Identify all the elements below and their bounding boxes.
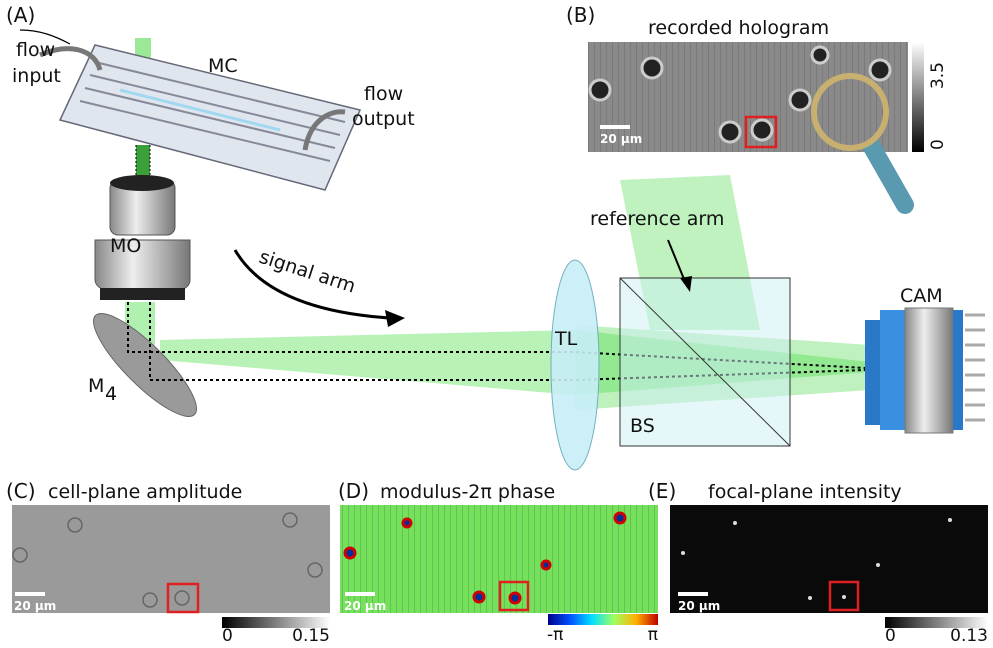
label: reference arm (590, 208, 724, 230)
label: (A) (6, 3, 35, 27)
shape (474, 592, 484, 602)
shape (510, 593, 520, 603)
colorbar (912, 42, 924, 152)
shape (678, 592, 708, 596)
shape (752, 120, 772, 140)
label: modulus-2π phase (380, 481, 555, 503)
colorbar (548, 614, 658, 625)
camera (865, 308, 985, 433)
shape (870, 60, 890, 80)
shape (953, 310, 963, 430)
shape (590, 80, 610, 100)
label: BS (630, 415, 655, 437)
label: -π (547, 625, 563, 645)
figure: (A) flow input MC flow output MO M 4 sig… (0, 0, 993, 648)
label: 0 (885, 626, 896, 646)
label: signal arm (256, 246, 358, 298)
label: (E) (648, 479, 676, 503)
shape (345, 592, 375, 596)
shape (948, 518, 952, 522)
panel-b: (B) recorded hologram 20 µm 3.5 0 (566, 3, 948, 205)
shape (345, 548, 355, 558)
shape (842, 595, 846, 599)
shape (15, 592, 45, 596)
shape (615, 513, 625, 523)
label: 0 (928, 139, 948, 150)
shape (385, 310, 405, 327)
shape (790, 90, 810, 110)
panel-e: (E) focal-plane intensity 20 µm 0 0.13 (648, 479, 988, 646)
shape (681, 551, 685, 555)
shape (808, 596, 812, 600)
shape (812, 47, 828, 63)
label: cell-plane amplitude (48, 481, 242, 503)
label: 3.5 (928, 62, 948, 89)
shape (403, 519, 411, 527)
label: M (88, 375, 104, 397)
label: output (352, 108, 415, 130)
label: π (648, 625, 658, 645)
label: 20 µm (14, 599, 56, 613)
label: (D) (338, 479, 369, 503)
magnifier (814, 76, 886, 148)
amplitude-image (12, 505, 330, 613)
shape (905, 308, 953, 433)
label: focal-plane intensity (708, 481, 902, 503)
label: 20 µm (678, 599, 720, 613)
label: input (12, 65, 61, 87)
shape (720, 122, 740, 142)
shape (110, 175, 174, 191)
shape (965, 315, 985, 420)
shape (100, 288, 185, 300)
panel-d: (D) modulus-2π phase 20 µm -π π (338, 479, 658, 645)
label: CAM (900, 285, 943, 307)
label: flow (16, 39, 55, 61)
shape (642, 58, 662, 78)
label: 20 µm (344, 599, 386, 613)
shape (876, 563, 880, 567)
label: (B) (566, 3, 595, 27)
label: 4 (105, 383, 117, 405)
lens (551, 260, 599, 470)
label: 0 (222, 626, 233, 646)
label: (C) (6, 479, 36, 503)
shape (542, 561, 550, 569)
label: 20 µm (600, 132, 642, 146)
label: TL (554, 328, 578, 350)
shape (600, 125, 630, 129)
label: recorded hologram (648, 17, 829, 39)
label: 0.13 (950, 626, 988, 646)
label: 0.15 (292, 626, 330, 646)
label: flow (364, 83, 403, 105)
shape (733, 521, 737, 525)
label: MO (110, 235, 141, 257)
label: MC (208, 55, 238, 77)
panel-c: (C) cell-plane amplitude 20 µm 0 0.15 (6, 479, 330, 646)
